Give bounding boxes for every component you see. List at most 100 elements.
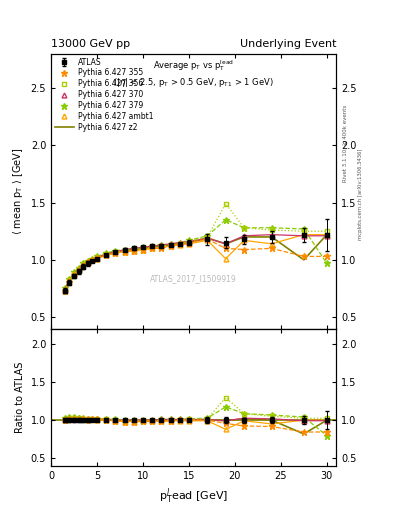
Y-axis label: Ratio to ATLAS: Ratio to ATLAS [15,361,25,433]
Pythia 6.427 370 [86,259,90,265]
Pythia 6.427 379 [159,242,164,248]
Pythia 6.427 ambt1 [122,249,127,255]
Pythia 6.427 z2 [95,254,99,261]
Pythia 6.427 379 [113,248,118,254]
Pythia 6.427 ambt1 [301,231,306,238]
Text: mcplots.cern.ch [arXiv:1306.3436]: mcplots.cern.ch [arXiv:1306.3436] [358,149,363,240]
Pythia 6.427 379 [141,244,145,250]
Pythia 6.427 356 [122,248,127,254]
Pythia 6.427 355 [242,246,246,252]
Pythia 6.427 370 [242,233,246,239]
Pythia 6.427 356 [301,228,306,234]
Pythia 6.427 379 [86,258,90,264]
Pythia 6.427 379 [62,285,67,291]
Pythia 6.427 356 [86,259,90,265]
Text: Average p$_\mathrm{T}$ vs p$_\mathrm{T}^{\mathrm{lead}}$
($|\eta|$ < 2.5, p$_\ma: Average p$_\mathrm{T}$ vs p$_\mathrm{T}^… [113,58,274,90]
Pythia 6.427 ambt1 [72,272,76,278]
Pythia 6.427 ambt1 [62,288,67,294]
Pythia 6.427 ambt1 [104,252,108,259]
Pythia 6.427 z2 [62,287,67,293]
Text: Underlying Event: Underlying Event [239,38,336,49]
Pythia 6.427 370 [325,233,329,239]
Pythia 6.427 z2 [168,242,173,248]
X-axis label: p$_\mathrm{T}^l$ead [GeV]: p$_\mathrm{T}^l$ead [GeV] [159,486,228,506]
Pythia 6.427 379 [269,225,274,231]
Pythia 6.427 370 [122,246,127,252]
Pythia 6.427 356 [325,228,329,234]
Pythia 6.427 355 [67,279,72,285]
Text: 13000 GeV pp: 13000 GeV pp [51,38,130,49]
Pythia 6.427 ambt1 [168,243,173,249]
Pythia 6.427 ambt1 [76,267,81,273]
Pythia 6.427 ambt1 [159,244,164,250]
Line: Pythia 6.427 355: Pythia 6.427 355 [62,236,330,294]
Pythia 6.427 z2 [150,244,154,250]
Pythia 6.427 ambt1 [141,246,145,252]
Pythia 6.427 z2 [141,245,145,251]
Pythia 6.427 355 [122,249,127,255]
Pythia 6.427 ambt1 [205,237,210,243]
Pythia 6.427 355 [62,288,67,294]
Line: Pythia 6.427 z2: Pythia 6.427 z2 [65,234,327,290]
Pythia 6.427 356 [104,251,108,257]
Pythia 6.427 356 [113,249,118,255]
Line: Pythia 6.427 ambt1: Pythia 6.427 ambt1 [62,232,329,293]
Pythia 6.427 356 [131,246,136,252]
Pythia 6.427 379 [187,237,191,243]
Pythia 6.427 355 [131,248,136,254]
Pythia 6.427 370 [150,243,154,249]
Pythia 6.427 370 [72,270,76,276]
Pythia 6.427 356 [269,227,274,233]
Pythia 6.427 ambt1 [269,241,274,247]
Pythia 6.427 379 [242,225,246,231]
Pythia 6.427 ambt1 [150,245,154,251]
Pythia 6.427 z2 [187,240,191,246]
Pythia 6.427 356 [177,241,182,247]
Line: Pythia 6.427 370: Pythia 6.427 370 [62,232,329,292]
Pythia 6.427 379 [301,226,306,232]
Pythia 6.427 ambt1 [223,255,228,262]
Pythia 6.427 379 [168,241,173,247]
Pythia 6.427 ambt1 [86,260,90,266]
Pythia 6.427 370 [131,245,136,251]
Pythia 6.427 370 [141,244,145,250]
Pythia 6.427 355 [269,245,274,251]
Pythia 6.427 379 [104,250,108,256]
Pythia 6.427 z2 [104,251,108,257]
Pythia 6.427 356 [81,261,86,267]
Pythia 6.427 370 [104,251,108,257]
Pythia 6.427 z2 [269,234,274,240]
Y-axis label: $\langle$ mean p$_\mathrm{T}$ $\rangle$ [GeV]: $\langle$ mean p$_\mathrm{T}$ $\rangle$ … [11,147,25,235]
Line: Pythia 6.427 379: Pythia 6.427 379 [62,217,330,292]
Pythia 6.427 370 [187,239,191,245]
Pythia 6.427 355 [141,246,145,252]
Pythia 6.427 355 [301,253,306,260]
Pythia 6.427 356 [159,243,164,249]
Pythia 6.427 356 [76,266,81,272]
Pythia 6.427 379 [90,255,95,262]
Pythia 6.427 379 [95,253,99,260]
Pythia 6.427 370 [76,266,81,272]
Pythia 6.427 379 [72,269,76,275]
Pythia 6.427 z2 [122,248,127,254]
Pythia 6.427 356 [242,225,246,231]
Pythia 6.427 355 [159,245,164,251]
Pythia 6.427 379 [325,260,329,266]
Pythia 6.427 379 [205,233,210,239]
Pythia 6.427 356 [62,287,67,293]
Pythia 6.427 ambt1 [177,242,182,248]
Pythia 6.427 355 [95,254,99,261]
Pythia 6.427 355 [177,241,182,247]
Pythia 6.427 379 [67,276,72,283]
Pythia 6.427 z2 [90,257,95,263]
Pythia 6.427 370 [205,235,210,241]
Pythia 6.427 379 [81,260,86,266]
Pythia 6.427 370 [269,231,274,238]
Pythia 6.427 356 [168,242,173,248]
Pythia 6.427 379 [76,265,81,271]
Pythia 6.427 356 [67,278,72,284]
Pythia 6.427 ambt1 [187,241,191,247]
Legend: ATLAS, Pythia 6.427 355, Pythia 6.427 356, Pythia 6.427 370, Pythia 6.427 379, P: ATLAS, Pythia 6.427 355, Pythia 6.427 35… [53,56,155,134]
Pythia 6.427 370 [67,278,72,284]
Pythia 6.427 355 [223,245,228,251]
